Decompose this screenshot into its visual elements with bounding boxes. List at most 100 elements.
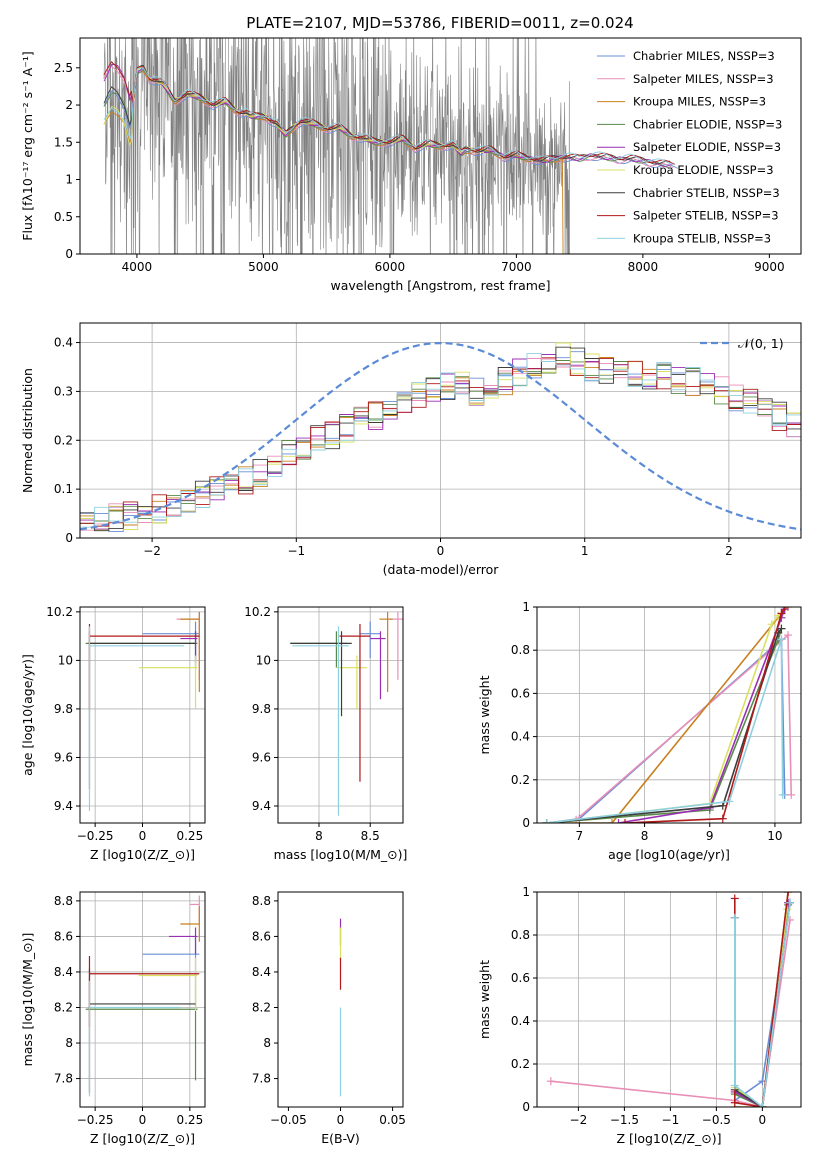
weight-line (734, 892, 789, 1107)
legend-entry: Salpeter MILES, NSSP=3 (633, 72, 774, 86)
y-tick-label: 0 (65, 531, 73, 545)
x-axis-label: age [log10(age/yr)] (608, 847, 730, 862)
y-tick-label: 1 (65, 173, 73, 187)
x-tick-label: 9000 (754, 260, 785, 274)
histogram-series (80, 346, 801, 532)
model-curve (103, 65, 674, 169)
weight-line (546, 639, 784, 823)
y-axis-label: age [log10(age/yr)] (20, 654, 35, 776)
figure-title: PLATE=2107, MJD=53786, FIBERID=0011, z=0… (246, 14, 633, 32)
x-tick-label: 1 (581, 544, 589, 558)
y-tick-label: 0.1 (54, 482, 73, 496)
legend-entry: Chabrier MILES, NSSP=3 (633, 49, 775, 63)
legend-entry: Salpeter ELODIE, NSSP=3 (633, 140, 781, 154)
y-tick-label: 8.6 (54, 929, 73, 943)
x-tick-label: 8000 (628, 260, 659, 274)
normal-curve (80, 341, 801, 531)
y-tick-label: 1 (522, 885, 530, 899)
legend-entry: Chabrier ELODIE, NSSP=3 (633, 117, 782, 131)
x-axis-label: mass [log10(M/M_⊙)] (274, 847, 408, 862)
y-tick-label: 0.6 (511, 686, 530, 700)
panel-weight-vs-age: 7 8 9 10 0 0.2 0.4 0.6 0.8 1 age [log10(age/yr)] ma… (477, 600, 802, 862)
y-tick-label: 1 (522, 600, 530, 614)
y-tick-label: 9.6 (54, 750, 73, 764)
histogram-series (80, 353, 801, 528)
x-tick-label: −2 (143, 544, 161, 558)
x-tick-label: 5000 (248, 260, 279, 274)
x-tick-label: 10 (767, 829, 782, 843)
weight-line (546, 633, 792, 823)
y-tick-label: 9.4 (252, 799, 271, 813)
legend-entry: 𝒩(0, 1) (738, 336, 784, 351)
x-tick-label: 7 (576, 829, 584, 843)
x-axis-label: Z [log10(Z/Z_⊙)] (90, 847, 195, 862)
weight-line (624, 607, 786, 823)
x-tick-label: 0 (337, 1113, 345, 1127)
y-tick-label: 0 (65, 247, 73, 261)
x-tick-label: 0 (437, 544, 445, 558)
plot-area-weight-vs-age (542, 607, 796, 823)
model-curve (103, 60, 675, 165)
x-axis-label: Z [log10(Z/Z_⊙)] (616, 1131, 721, 1146)
x-tick-label: 0 (139, 1113, 147, 1127)
x-tick-label: 7000 (501, 260, 532, 274)
histogram-series (80, 351, 801, 532)
y-tick-label: 0.4 (511, 1014, 530, 1028)
y-tick-label: 10 (256, 653, 271, 667)
plot-area-age-vs-mass (290, 611, 403, 816)
y-tick-label: 8.4 (252, 965, 271, 979)
legend-entry: Chabrier STELIB, NSSP=3 (633, 186, 780, 200)
y-tick-label: 10.2 (244, 605, 271, 619)
x-tick-label: −1 (287, 544, 305, 558)
y-axis-label: mass weight (477, 960, 492, 1039)
y-tick-label: 8.8 (252, 894, 271, 908)
x-tick-label: −0.5 (702, 1113, 731, 1127)
weight-line (546, 637, 786, 823)
model-curve (103, 69, 669, 168)
y-tick-label: 8 (65, 1036, 73, 1050)
weight-line (550, 919, 791, 1107)
y-tick-label: 9.8 (54, 702, 73, 716)
y-tick-label: 0.2 (511, 1057, 530, 1071)
legend-entry: Kroupa MILES, NSSP=3 (633, 95, 766, 109)
y-tick-label: 8.6 (252, 929, 271, 943)
y-tick-label: 8.2 (252, 1000, 271, 1014)
y-tick-label: 10.2 (46, 605, 73, 619)
panel-mass-vs-Z: −0.25 0 0.25 7.8 8 8.2 8.4 8.6 8.8 Z [log10(Z/Z_⊙… (20, 891, 206, 1146)
x-tick-label: 4000 (122, 260, 153, 274)
y-tick-label: 2 (65, 98, 73, 112)
y-tick-label: 1.5 (54, 135, 73, 149)
data-spectrum (103, 38, 570, 254)
y-tick-label: 2.5 (54, 61, 73, 75)
y-tick-label: 0.4 (54, 336, 73, 350)
y-tick-label: 0.2 (511, 773, 530, 787)
histogram-series (80, 357, 801, 527)
y-axis-label: mass weight (477, 675, 492, 754)
y-tick-label: 0 (522, 816, 530, 830)
x-axis-label: wavelength [Angstrom, rest frame] (330, 278, 550, 293)
y-tick-label: 0 (522, 1100, 530, 1114)
y-tick-label: 7.8 (252, 1072, 271, 1086)
y-tick-label: 0.8 (511, 928, 530, 942)
x-tick-label: 9 (706, 829, 714, 843)
histogram-series (80, 358, 801, 531)
x-tick-label: 0.05 (379, 1113, 406, 1127)
y-tick-label: 9.4 (54, 799, 73, 813)
x-tick-label: 8 (315, 829, 323, 843)
y-tick-label: 0.8 (511, 643, 530, 657)
panel-age-vs-Z: −0.25 0 0.25 9.4 9.6 9.8 10 10.2 Z [log10(Z/Z_⊙)… (20, 605, 206, 862)
axes-frame (536, 891, 802, 1108)
y-tick-label: 9.8 (252, 702, 271, 716)
plot-area-mass-vs-Z (85, 895, 200, 1097)
y-tick-label: 0.5 (54, 210, 73, 224)
x-tick-label: −0.25 (77, 829, 114, 843)
model-curve (103, 67, 674, 165)
legend-entry: Salpeter STELIB, NSSP=3 (633, 209, 779, 223)
x-axis-label: Z [log10(Z/Z_⊙)] (90, 1131, 195, 1146)
histogram-series (80, 342, 801, 531)
x-axis-label: (data-model)/error (383, 562, 500, 577)
x-tick-label: 8 (641, 829, 649, 843)
panel-residuals: −2 −1 0 1 2 0 0.1 0.2 0.3 0.4 (data-model)/error No… (20, 322, 802, 577)
y-tick-label: 10 (58, 653, 73, 667)
x-tick-label: 0 (139, 829, 147, 843)
